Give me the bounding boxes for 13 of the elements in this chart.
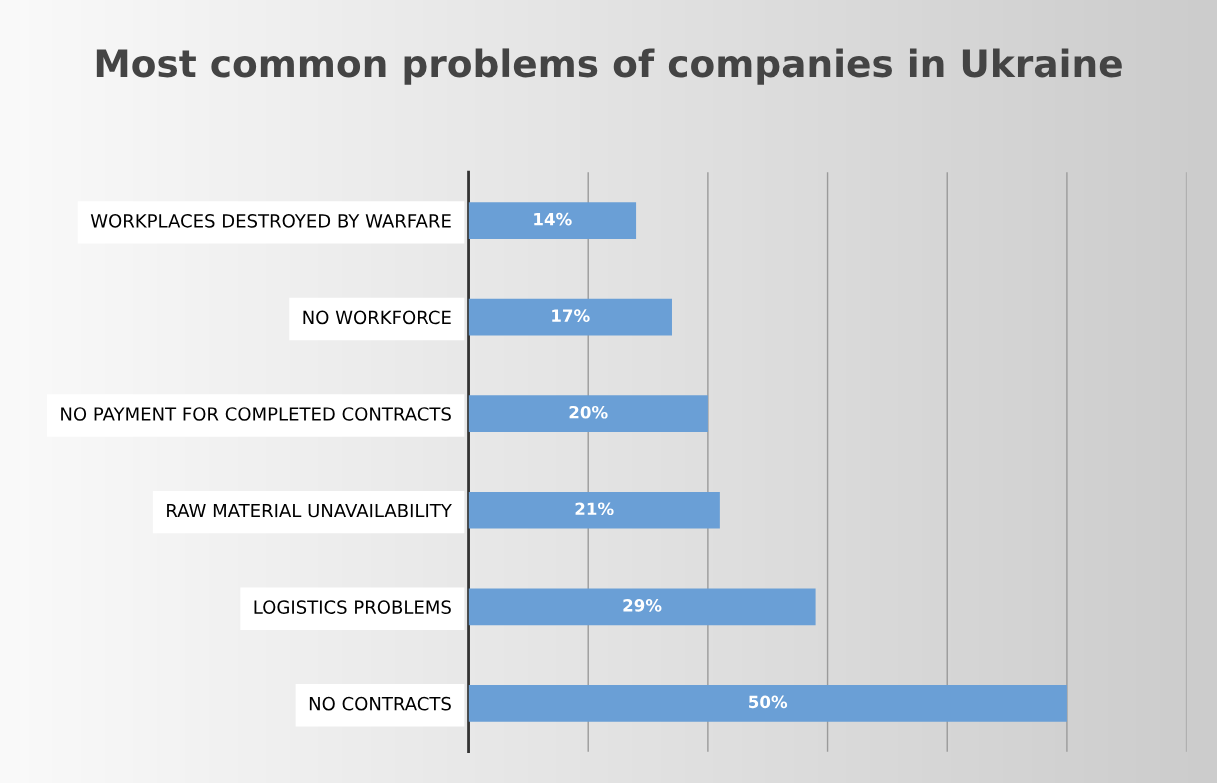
y-tick-label: NO WORKFORCE: [303, 310, 451, 325]
data-label: 50%: [749, 695, 788, 709]
y-tick-label: RAW MATERIAL UNAVAILABILITY: [167, 503, 452, 518]
data-label: 20%: [569, 405, 608, 419]
data-label: 21%: [575, 502, 614, 516]
data-label: 14%: [534, 212, 572, 226]
data-label: 17%: [552, 309, 590, 322]
y-tick-label: NO CONTRACTS: [309, 696, 451, 711]
chart-title: Most common problems of companies in Ukraine: [96, 48, 1122, 85]
y-tick-label: LOGISTICS PROBLEMS: [254, 600, 451, 614]
data-label: 29%: [623, 599, 662, 612]
y-tick-label: WORKPLACES DESTROYED BY WARFARE: [90, 214, 451, 228]
y-tick-label: NO PAYMENT FOR COMPLETED CONTRACTS: [61, 407, 451, 421]
